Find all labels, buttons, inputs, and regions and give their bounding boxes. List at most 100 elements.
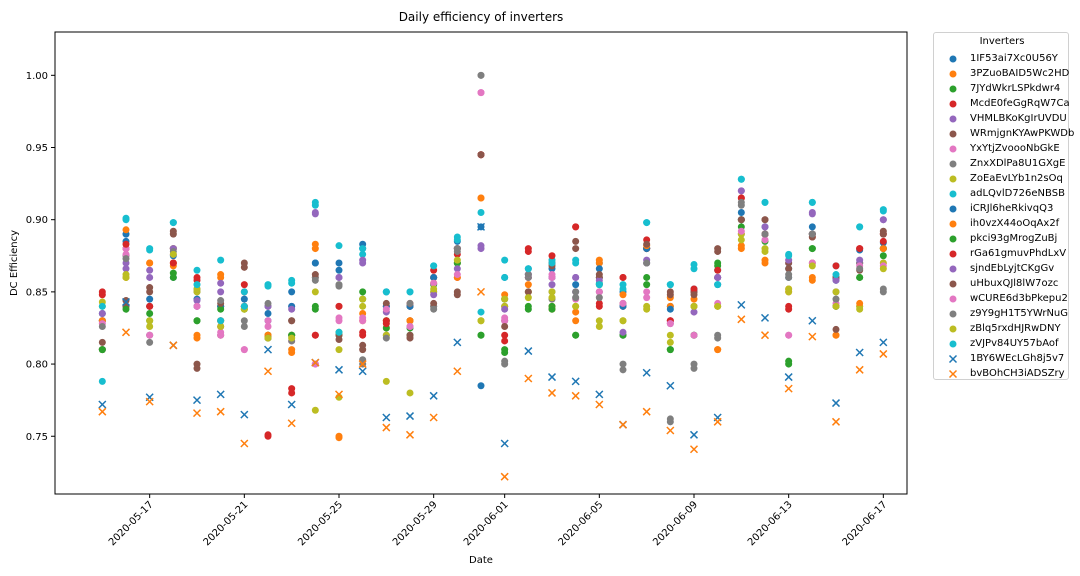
data-point (595, 400, 604, 409)
data-point (666, 346, 674, 354)
data-point (832, 276, 840, 284)
legend-marker (940, 96, 966, 111)
data-point (737, 175, 745, 183)
data-point (666, 426, 675, 435)
x-tick-label: 2020-05-21 (202, 499, 251, 548)
data-point (524, 265, 532, 273)
x-tick-label: 2020-06-13 (746, 499, 795, 548)
data-point (264, 317, 272, 325)
data-point (430, 299, 438, 307)
data-point (595, 317, 603, 325)
legend-label: 1IF53ai7Xc0U56Y (970, 53, 1058, 64)
data-point (879, 207, 887, 215)
legend-marker (940, 366, 966, 381)
data-point (689, 430, 699, 439)
data-point (145, 397, 154, 406)
data-point (760, 331, 770, 340)
data-point (453, 236, 461, 244)
data-point (240, 410, 249, 419)
data-point (406, 288, 414, 296)
data-point (879, 349, 888, 358)
data-point (477, 194, 485, 202)
data-point (288, 279, 296, 287)
data-point (122, 240, 130, 248)
legend-label: bvBOhCH3iADSZry (970, 368, 1065, 379)
data-point (240, 323, 248, 331)
data-point (595, 299, 603, 307)
data-point (169, 269, 177, 277)
data-point (761, 230, 769, 238)
data-point (359, 314, 367, 322)
data-point (524, 247, 532, 255)
data-point (146, 338, 154, 346)
data-point (98, 323, 106, 331)
data-point (406, 299, 414, 307)
data-point (335, 266, 343, 274)
data-point (879, 237, 887, 245)
y-axis-label: DC Efficiency (9, 230, 20, 296)
data-point (856, 273, 864, 281)
data-point (714, 346, 722, 354)
data-point (666, 381, 675, 390)
data-point (193, 334, 201, 342)
data-point (288, 334, 296, 342)
data-point (548, 294, 556, 302)
data-point (785, 285, 793, 293)
data-point (406, 317, 414, 325)
legend-label: 3PZuoBAID5Wc2HD (970, 68, 1070, 79)
data-point (571, 391, 580, 400)
data-point (217, 328, 225, 336)
x-tick-label: 2020-05-25 (296, 499, 345, 548)
data-point (595, 288, 603, 296)
data-point (121, 328, 131, 337)
data-point (430, 291, 438, 299)
data-point (619, 366, 627, 374)
data-point (666, 415, 674, 423)
data-point (619, 281, 627, 289)
data-point (785, 271, 793, 279)
data-point (572, 259, 580, 267)
data-point (477, 208, 485, 216)
data-point (832, 302, 840, 310)
data-point (382, 299, 390, 307)
data-point (169, 227, 177, 235)
data-point (643, 281, 651, 289)
data-point (476, 287, 486, 296)
data-point (430, 305, 438, 313)
data-point (761, 223, 769, 231)
data-point (761, 216, 769, 224)
legend-label: sjndEbLyjtCKgGv (970, 263, 1055, 274)
data-point (690, 265, 698, 273)
data-point (737, 315, 746, 324)
data-point (240, 317, 248, 325)
legend-item: zBlq5rxdHJRwDNY (940, 321, 1061, 336)
data-point (760, 313, 770, 322)
data-point (405, 430, 415, 439)
legend-item: z9Y9gH1T5YWrNuG (940, 306, 1068, 321)
x-tick-label: 2020-06-09 (651, 499, 700, 548)
data-point (737, 208, 745, 216)
plot-area (54, 31, 908, 495)
legend-marker (940, 246, 966, 261)
legend-item: rGa61gmuvPhdLxV (940, 246, 1066, 261)
data-point (406, 323, 414, 331)
data-point (785, 357, 793, 365)
data-point (98, 346, 106, 354)
legend-label: wCURE6d3bPkepu2 (970, 293, 1068, 304)
data-point (288, 317, 296, 325)
data-point (761, 198, 769, 206)
legend-item: WRmjgnKYAwPKWDb (940, 126, 1074, 141)
data-point (784, 384, 793, 393)
data-point (643, 273, 651, 281)
data-point (146, 246, 154, 254)
data-point (879, 265, 887, 273)
data-point (832, 295, 840, 303)
legend-label: z9Y9gH1T5YWrNuG (970, 308, 1069, 319)
data-point (311, 276, 319, 284)
legend-item: ih0vzX44oOqAx2f (940, 216, 1059, 231)
data-point (169, 341, 178, 350)
data-point (240, 439, 249, 448)
data-point (382, 320, 390, 328)
legend-item: pkci93gMrogZuBj (940, 231, 1057, 246)
data-point (288, 349, 296, 357)
